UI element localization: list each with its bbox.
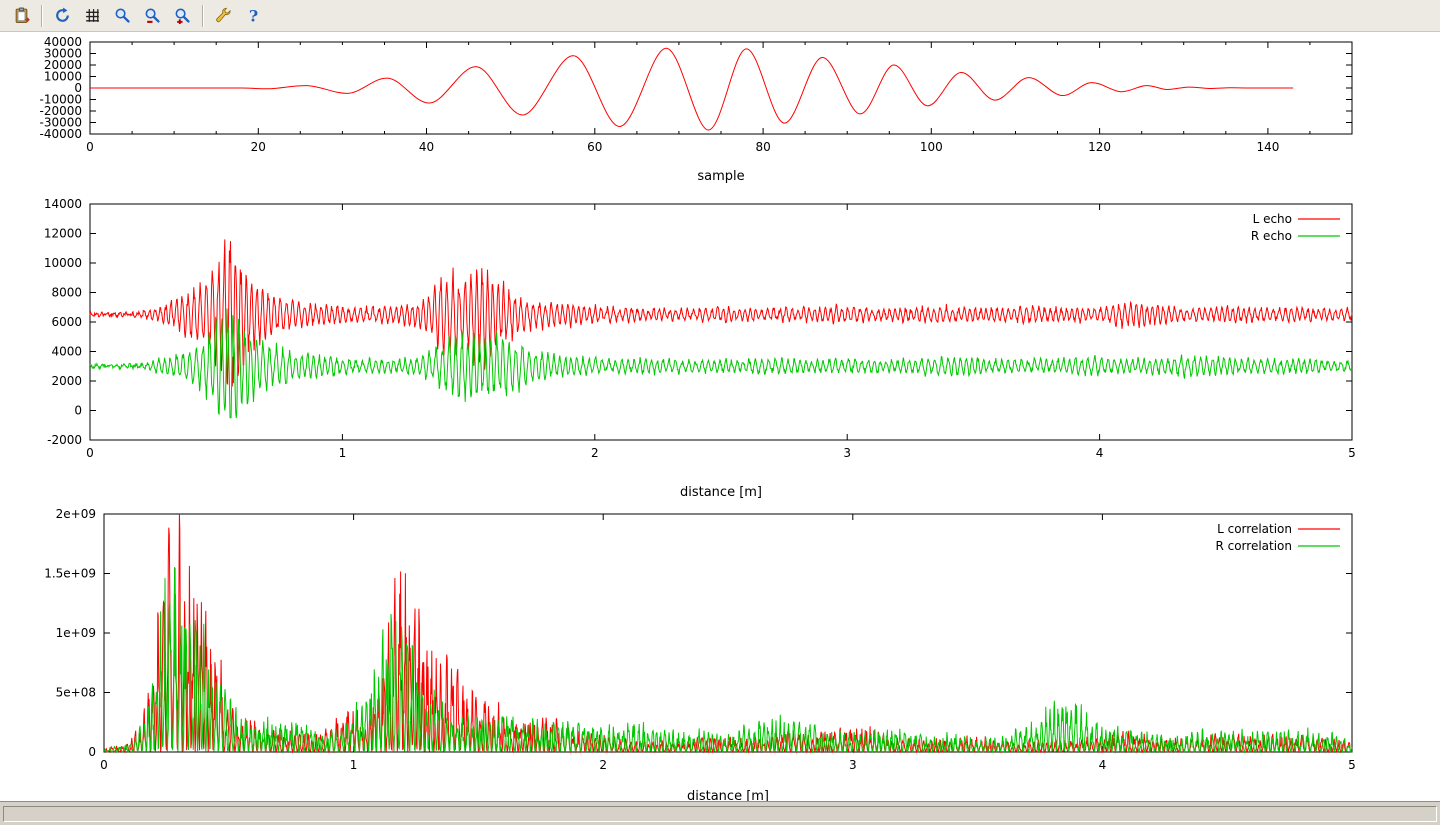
x-tick-label: 1 bbox=[350, 758, 358, 772]
plot-canvas[interactable]: 0 20 40 60 80 100 120 140 40000 30000 20000 10000 0-… bbox=[0, 32, 1440, 801]
y-tick-label: 1e+09 bbox=[56, 626, 96, 640]
series-L-correlation bbox=[103, 513, 1353, 754]
zoom-next-icon bbox=[175, 8, 190, 24]
zoom-previous-button[interactable] bbox=[138, 3, 166, 29]
legend-label: L correlation bbox=[1217, 522, 1292, 536]
x-tick-label: 20 bbox=[251, 140, 266, 154]
y-tick-label: 1.5e+09 bbox=[44, 567, 96, 581]
settings-button[interactable] bbox=[209, 3, 237, 29]
replot-button[interactable] bbox=[48, 3, 76, 29]
y-tick-label: 40000 bbox=[44, 35, 82, 49]
legend-label: R echo bbox=[1251, 229, 1292, 243]
y-tick-label: 0 bbox=[74, 81, 82, 95]
y-tick-label: -40000 bbox=[39, 127, 82, 141]
x-tick-label: 60 bbox=[587, 140, 602, 154]
toolbar-separator bbox=[202, 4, 203, 27]
series-R-correlation bbox=[103, 566, 1353, 754]
plot-border bbox=[103, 513, 1353, 753]
grid-button[interactable] bbox=[78, 3, 106, 29]
signal-plot-svg: 0 20 40 60 80 100 120 140400003000020000100000-… bbox=[39, 35, 1353, 184]
copy-clipboard-button[interactable] bbox=[7, 3, 35, 29]
x-tick-label: 5 bbox=[1348, 758, 1356, 772]
copy-clipboard-icon bbox=[15, 7, 30, 23]
x-tick-label: 120 bbox=[1088, 140, 1111, 154]
toolbar: ? bbox=[0, 0, 1440, 32]
status-text bbox=[3, 806, 1437, 822]
settings-icon bbox=[215, 7, 231, 23]
x-tick-label: 3 bbox=[849, 758, 857, 772]
correlation-plot-svg: 0 1 2 3 4 5 0 5e+08 1e+09 1.5e+09 2e+09 distance [m… bbox=[44, 507, 1356, 801]
grid-icon bbox=[85, 9, 99, 22]
y-tick-label: 10000 bbox=[44, 70, 82, 84]
y-tick-label: 6000 bbox=[51, 315, 82, 329]
x-tick-label: 0 bbox=[86, 446, 94, 460]
x-tick-label: 80 bbox=[755, 140, 770, 154]
zoom-next-button[interactable] bbox=[168, 3, 196, 29]
zoom-icon bbox=[115, 8, 130, 23]
x-axis-label: distance [m] bbox=[687, 789, 769, 801]
y-tick-label: -30000 bbox=[39, 116, 82, 130]
help-button[interactable]: ? bbox=[239, 3, 267, 29]
x-tick-label: 140 bbox=[1256, 140, 1279, 154]
x-tick-label: 0 bbox=[100, 758, 108, 772]
y-tick-label: 2e+09 bbox=[56, 507, 96, 521]
y-tick-label: -2000 bbox=[47, 433, 82, 447]
y-tick-label: 5e+08 bbox=[56, 686, 96, 700]
y-tick-label: 12000 bbox=[44, 227, 82, 241]
echo-plot-svg: 0 1 2 3 4 5 14000 12000 10000 8000 6000 4000 2000 0 -2… bbox=[44, 197, 1356, 500]
y-tick-label: 0 bbox=[88, 745, 96, 759]
status-bar bbox=[0, 801, 1440, 825]
x-tick-label: 100 bbox=[920, 140, 943, 154]
y-tick-label: 20000 bbox=[44, 58, 82, 72]
legend-label: L echo bbox=[1253, 212, 1292, 226]
x-tick-label: 2 bbox=[591, 446, 599, 460]
replot-icon bbox=[55, 7, 69, 22]
x-axis-label: distance [m] bbox=[680, 485, 762, 500]
svg-text:?: ? bbox=[248, 7, 257, 24]
x-tick-label: 4 bbox=[1096, 446, 1104, 460]
toolbar-separator bbox=[41, 4, 42, 27]
chart-correlation: 0 1 2 3 4 5 0 5e+08 1e+09 1.5e+09 2e+09 distance [m… bbox=[0, 506, 1440, 801]
y-tick-label: 4000 bbox=[51, 345, 82, 359]
chart-signal: 0 20 40 60 80 100 120 140 40000 30000 20000 10000 0-… bbox=[0, 34, 1440, 190]
x-tick-label: 1 bbox=[339, 446, 347, 460]
plot-border bbox=[89, 203, 1353, 441]
chart-echo: 0 1 2 3 4 5 14000 12000 10000 8000 6000 4000 2000 0 -2… bbox=[0, 196, 1440, 506]
y-tick-label: 30000 bbox=[44, 47, 82, 61]
help-icon: ? bbox=[248, 7, 257, 24]
x-tick-label: 40 bbox=[419, 140, 434, 154]
y-tick-label: 10000 bbox=[44, 256, 82, 270]
y-tick-label: -10000 bbox=[39, 93, 82, 107]
zoom-button[interactable] bbox=[108, 3, 136, 29]
series-R-echo bbox=[89, 308, 1353, 419]
x-axis-label: sample bbox=[697, 169, 744, 184]
series-chirp bbox=[89, 47, 1294, 131]
series-L-echo bbox=[89, 239, 1353, 387]
legend-label: R correlation bbox=[1215, 539, 1292, 553]
y-tick-label: 14000 bbox=[44, 197, 82, 211]
x-tick-label: 3 bbox=[843, 446, 851, 460]
x-tick-label: 4 bbox=[1099, 758, 1107, 772]
x-tick-label: 0 bbox=[86, 140, 94, 154]
x-tick-label: 5 bbox=[1348, 446, 1356, 460]
y-tick-label: -20000 bbox=[39, 104, 82, 118]
y-tick-label: 0 bbox=[74, 404, 82, 418]
zoom-previous-icon bbox=[145, 8, 160, 23]
y-tick-label: 2000 bbox=[51, 374, 82, 388]
x-tick-label: 2 bbox=[599, 758, 607, 772]
y-tick-label: 8000 bbox=[51, 286, 82, 300]
